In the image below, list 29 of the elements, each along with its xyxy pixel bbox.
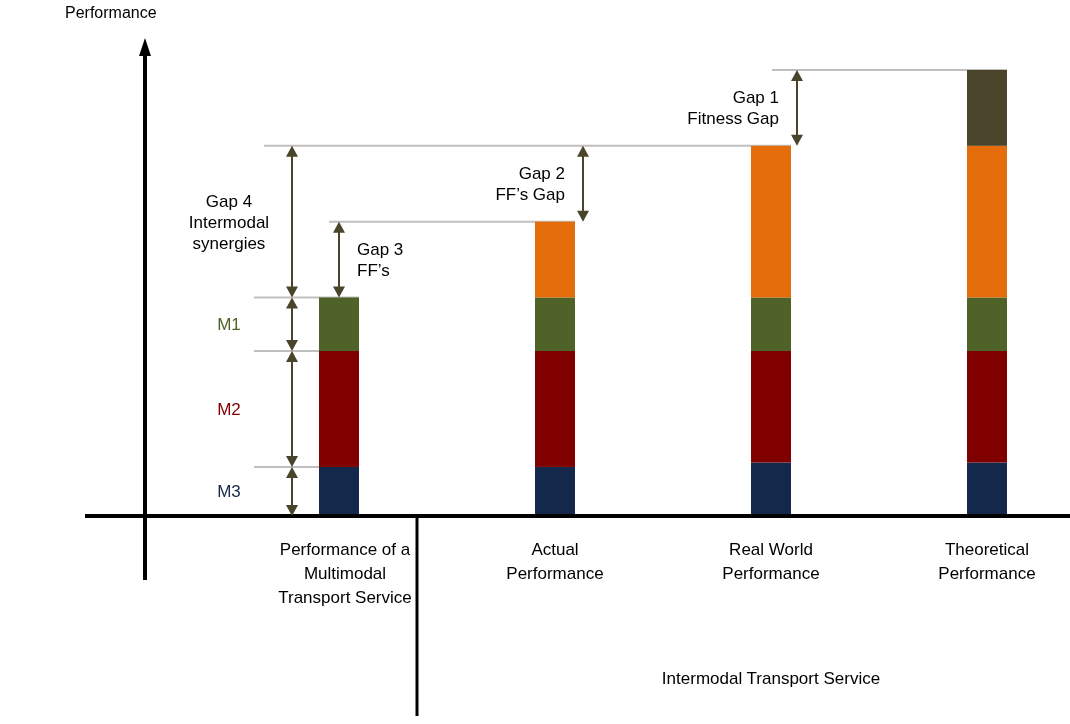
- bar: [319, 297, 359, 351]
- bar: [751, 297, 791, 351]
- bar: [751, 462, 791, 516]
- text: Intermodal Transport Service: [661, 669, 881, 688]
- y-axis-title: Performance: [65, 4, 157, 21]
- x-tick-label: Actual Performance: [506, 540, 604, 583]
- x-tick-label: Theoretical Performance: [938, 540, 1036, 583]
- bar: [535, 466, 575, 516]
- x-tick-label: Real World Performance: [722, 540, 820, 583]
- bar: [967, 462, 1007, 516]
- annotation: Gap 4 Intermodal synergies: [188, 191, 270, 253]
- bar: [967, 350, 1007, 463]
- bar: [535, 221, 575, 298]
- annotation: Gap 1 Fitness Gap: [687, 88, 779, 129]
- bar: [535, 297, 575, 351]
- bar: [319, 466, 359, 516]
- bar: [535, 350, 575, 467]
- bar: [967, 70, 1007, 146]
- annotation: Gap 3 FF’s: [357, 240, 404, 281]
- annotation: Gap 2 FF’s Gap: [495, 164, 565, 205]
- bar: [751, 350, 791, 463]
- text: M1: [217, 315, 241, 335]
- bar: [967, 297, 1007, 351]
- x-tick-label: Performance of a Multimodal Transport Service: [278, 540, 412, 607]
- bar: [751, 145, 791, 298]
- bar: [967, 145, 1007, 298]
- bar: [319, 350, 359, 467]
- text: M3: [217, 482, 241, 502]
- text: M2: [217, 399, 241, 419]
